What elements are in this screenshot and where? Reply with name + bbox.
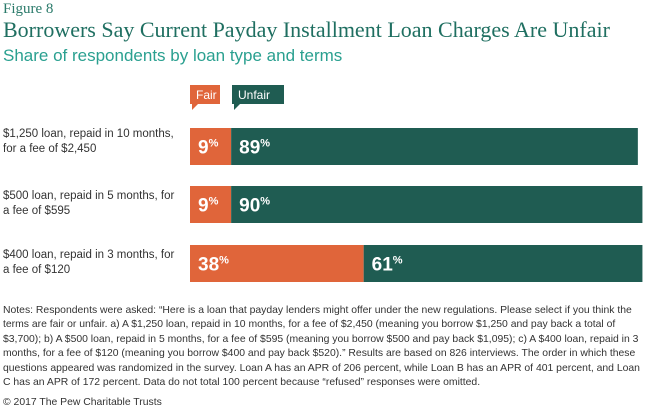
category-label-1: $1,250 loan, repaid in 10 months, for a … bbox=[3, 128, 174, 155]
legend-unfair: Unfair bbox=[232, 85, 284, 110]
bar-unfair-1 bbox=[231, 128, 638, 165]
category-label-2: $500 loan, repaid in 5 months, for a fee… bbox=[3, 190, 175, 217]
legend-swatch-fair bbox=[190, 85, 220, 104]
legend-swatch-unfair bbox=[232, 85, 284, 104]
category-label-3: $400 loan, repaid in 3 months, for a fee… bbox=[3, 249, 175, 276]
legend-label-fair: Fair bbox=[196, 88, 217, 102]
legend-label-unfair: Unfair bbox=[238, 88, 270, 102]
bar-fair-2 bbox=[190, 186, 232, 223]
bar-fair-1 bbox=[190, 128, 232, 165]
legend-fair: Fair bbox=[190, 85, 220, 110]
legend-pointer bbox=[234, 104, 240, 110]
chart-notes: Notes: Respondents were asked: “Here is … bbox=[3, 305, 640, 389]
chart-title: Borrowers Say Current Payday Installment… bbox=[3, 17, 610, 42]
bar-unfair-2 bbox=[231, 186, 643, 223]
bar-unfair-3 bbox=[363, 245, 643, 282]
chart-subtitle: Share of respondents by loan type and te… bbox=[3, 46, 343, 65]
bar-fair-3 bbox=[190, 245, 364, 282]
copyright-credit: © 2017 The Pew Charitable Trusts bbox=[3, 397, 162, 408]
legend-pointer bbox=[192, 104, 198, 110]
figure-label: Figure 8 bbox=[3, 1, 54, 17]
